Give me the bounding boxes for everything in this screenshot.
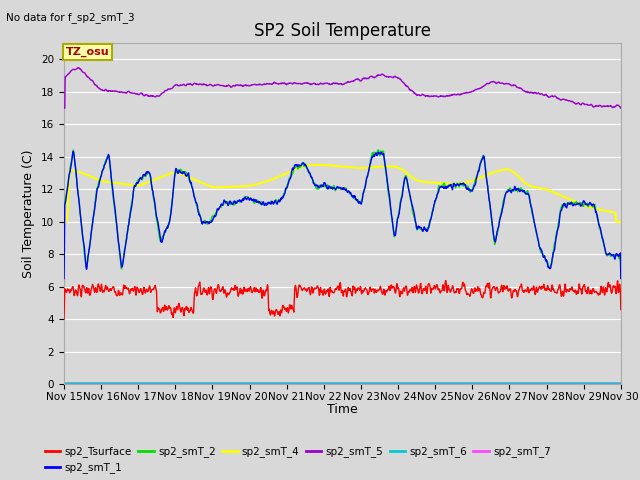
Text: TZ_osu: TZ_osu (66, 47, 109, 57)
X-axis label: Time: Time (327, 403, 358, 416)
Title: SP2 Soil Temperature: SP2 Soil Temperature (254, 22, 431, 40)
Text: No data for f_sp2_smT_3: No data for f_sp2_smT_3 (6, 12, 135, 23)
Y-axis label: Soil Temperature (C): Soil Temperature (C) (22, 149, 35, 278)
Legend: sp2_Tsurface, sp2_smT_1, sp2_smT_2, sp2_smT_4, sp2_smT_5, sp2_smT_6, sp2_smT_7: sp2_Tsurface, sp2_smT_1, sp2_smT_2, sp2_… (41, 442, 555, 478)
